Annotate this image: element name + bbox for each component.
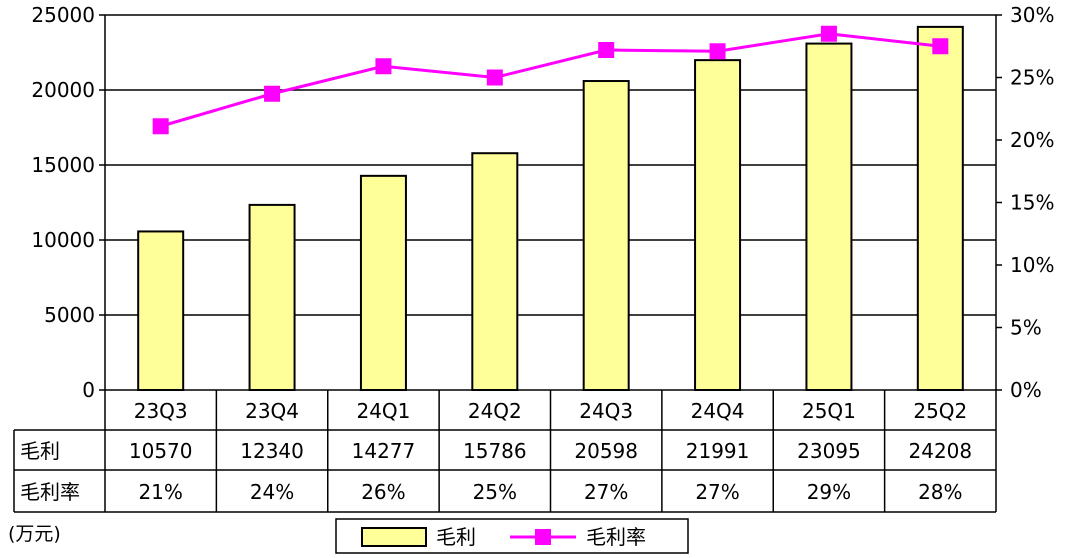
table-cell: 28% — [918, 480, 962, 504]
table-cell: 29% — [807, 480, 851, 504]
category-label: 24Q3 — [579, 399, 633, 423]
table-row-label: 毛利率 — [20, 480, 80, 504]
left-tick-label: 5000 — [44, 303, 95, 327]
table-cell: 27% — [584, 480, 628, 504]
gridlines — [105, 14, 996, 316]
right-tick-label: 0% — [1010, 378, 1042, 402]
line-marker — [709, 43, 726, 60]
bar — [137, 230, 185, 391]
category-label: 23Q3 — [134, 399, 188, 423]
left-tick-label: 0 — [82, 378, 95, 402]
unit-label: (万元) — [8, 523, 61, 545]
line-marker — [152, 118, 169, 135]
right-tick-label: 5% — [1010, 316, 1042, 340]
category-label: 24Q4 — [691, 399, 745, 423]
legend-bar-swatch — [361, 527, 427, 547]
legend-label: 毛利率 — [586, 525, 646, 549]
category-label: 25Q1 — [802, 399, 856, 423]
table-cell: 26% — [361, 480, 405, 504]
table-cell: 15786 — [463, 439, 527, 463]
line-marker — [375, 58, 392, 75]
right-tick-label: 30% — [1010, 3, 1054, 27]
table-cell: 27% — [695, 480, 739, 504]
line-marker — [820, 25, 837, 42]
bar — [248, 203, 296, 391]
right-tick-label: 15% — [1010, 191, 1054, 215]
bar — [582, 80, 630, 391]
bar — [471, 152, 519, 391]
line-marker — [598, 42, 615, 58]
legend: 毛利 毛利率 — [335, 518, 689, 554]
table-row-label: 毛利 — [20, 439, 60, 463]
table-cell: 10570 — [129, 439, 193, 463]
table-cell: 24208 — [909, 439, 973, 463]
bar-series — [137, 25, 964, 391]
legend-line-marker — [535, 529, 551, 545]
right-tick-label: 10% — [1010, 253, 1054, 277]
axes — [104, 15, 997, 391]
right-axis-ticks: 0% 5% 10% 15% 20% 25% 30% — [996, 3, 1054, 402]
table-cell: 14277 — [352, 439, 416, 463]
bar — [694, 59, 742, 391]
table-cell: 25% — [473, 480, 517, 504]
table-cell: 24% — [250, 480, 294, 504]
line-marker — [486, 69, 503, 86]
line-marker — [932, 38, 949, 55]
legend-label: 毛利 — [436, 525, 476, 549]
data-table: 23Q3 23Q4 24Q1 24Q2 24Q3 24Q4 25Q1 25Q2 毛利 10570 1… — [13, 390, 997, 513]
category-label: 25Q2 — [913, 399, 967, 423]
bar — [359, 174, 407, 391]
category-label: 24Q1 — [356, 399, 410, 423]
table-cell: 12340 — [240, 439, 304, 463]
line-marker — [264, 85, 281, 102]
category-label: 24Q2 — [468, 399, 522, 423]
bar — [805, 42, 853, 391]
line-series — [152, 25, 949, 135]
table-cell: 23095 — [797, 439, 861, 463]
left-axis-ticks: 0 5000 10000 15000 20000 25000 — [31, 3, 105, 402]
left-tick-label: 25000 — [31, 3, 95, 27]
left-tick-label: 10000 — [31, 228, 95, 252]
table-cell: 21991 — [686, 439, 750, 463]
table-cell: 20598 — [574, 439, 638, 463]
series-line — [160, 32, 941, 128]
left-tick-label: 20000 — [31, 78, 95, 102]
right-tick-label: 25% — [1010, 66, 1054, 90]
category-label: 23Q4 — [245, 399, 299, 423]
left-tick-label: 15000 — [31, 153, 95, 177]
right-tick-label: 20% — [1010, 128, 1054, 152]
bar — [916, 25, 964, 391]
table-cell: 21% — [138, 480, 182, 504]
